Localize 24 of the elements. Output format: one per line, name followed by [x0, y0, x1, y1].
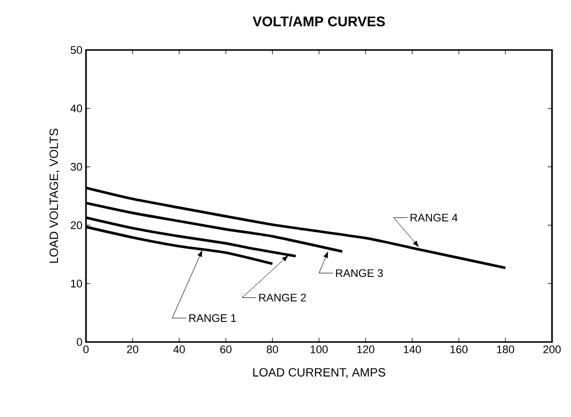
x-tick-label: 60 [220, 346, 232, 354]
chart-title: VOLT/AMP CURVES [252, 16, 385, 27]
x-tick-label: 0 [83, 346, 89, 354]
y-axis-title: LOAD VOLTAGE, VOLTS [50, 128, 60, 263]
x-tick-label: 120 [357, 346, 374, 354]
annotation: RANGE 2 [259, 294, 306, 302]
x-tick-label: 40 [173, 346, 185, 354]
x-tick-label: 180 [497, 346, 514, 354]
x-axis-title: LOAD CURRENT, AMPS [253, 368, 386, 378]
y-tick-label: 40 [70, 104, 82, 112]
annotation: RANGE 1 [189, 314, 236, 322]
y-tick-label: 0 [76, 338, 82, 346]
y-tick-label: 10 [71, 280, 82, 288]
y-tick-label: 20 [70, 221, 82, 230]
x-tick-label: 140 [404, 346, 421, 354]
x-tick-label: 80 [266, 346, 278, 354]
y-tick-label: 50 [70, 46, 82, 54]
x-tick-label: 160 [450, 346, 468, 354]
y-tick-label: 30 [70, 162, 82, 171]
x-tick-label: 20 [127, 346, 138, 354]
x-tick-label: 200 [543, 346, 561, 354]
annotation: RANGE 3 [336, 269, 383, 277]
x-tick-label: 100 [310, 346, 328, 354]
annotation: RANGE 4 [410, 214, 458, 222]
